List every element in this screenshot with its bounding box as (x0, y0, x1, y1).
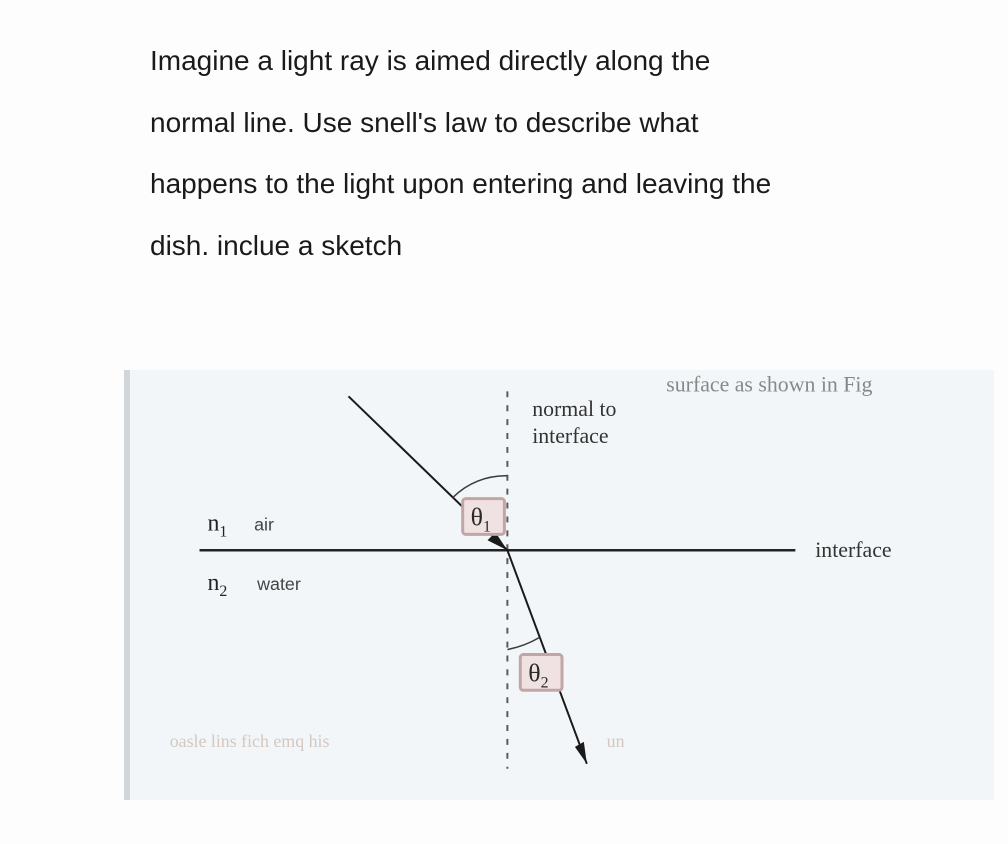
n2-label: n2 (207, 570, 227, 600)
theta2-arc (507, 638, 539, 650)
interface-label: interface (815, 538, 891, 562)
question-line-3: happens to the light upon entering and l… (150, 168, 771, 199)
refraction-diagram: surface as shown in Fig normal to interf… (124, 370, 994, 800)
question-line-4: dish. inclue a sketch (150, 230, 402, 261)
question-line-1: Imagine a light ray is aimed directly al… (150, 45, 710, 76)
n1-medium: air (254, 514, 274, 534)
theta1-arc (453, 476, 508, 498)
normal-label-1: normal to (532, 397, 616, 421)
bleed-text-2: un (607, 731, 625, 751)
page-root: Imagine a light ray is aimed directly al… (0, 0, 1008, 844)
n1-label: n1 (207, 510, 227, 540)
question-text-block: Imagine a light ray is aimed directly al… (150, 30, 970, 276)
normal-label-2: interface (532, 424, 608, 448)
refracted-arrowhead (575, 742, 587, 764)
question-line-2: normal line. Use snell's law to describe… (150, 107, 698, 138)
diagram-svg: surface as shown in Fig normal to interf… (130, 370, 994, 800)
partial-header-text: surface as shown in Fig (666, 372, 872, 396)
bleed-text-1: oasle lins fich emq his (170, 731, 330, 751)
n2-medium: water (256, 574, 301, 594)
